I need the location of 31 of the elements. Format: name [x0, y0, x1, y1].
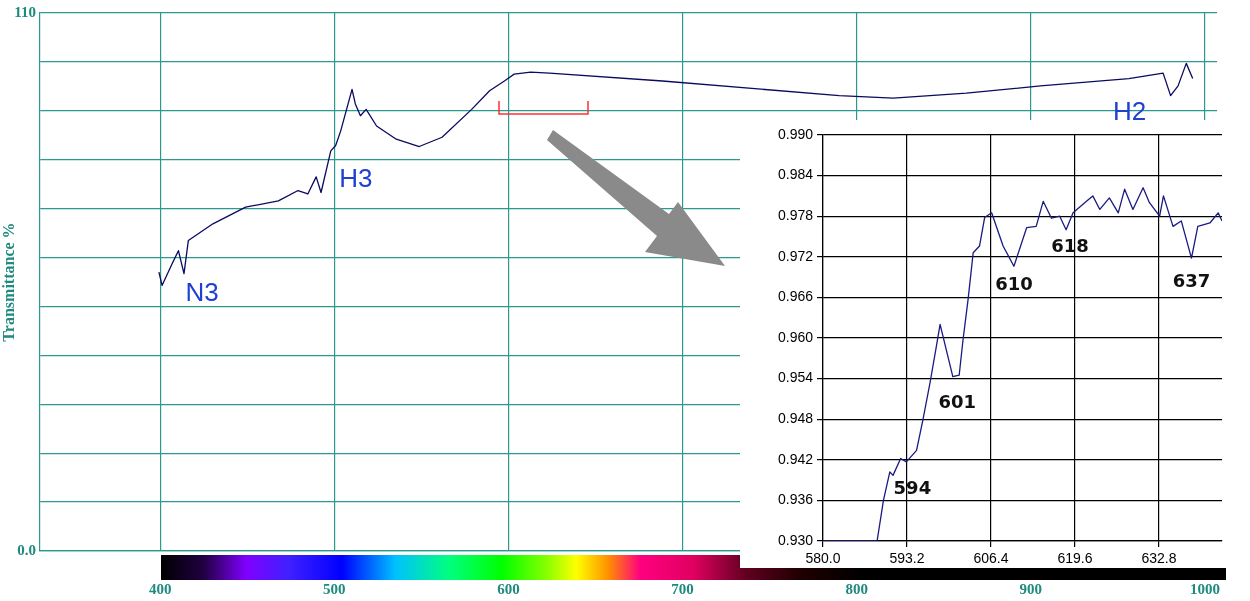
- x-tick-label: 500: [323, 580, 346, 597]
- annotation: 601: [938, 390, 976, 412]
- y-tick-label: 0.978: [777, 207, 814, 224]
- y-tick-label: 0.972: [777, 247, 814, 264]
- x-tick-label: 900: [1019, 580, 1043, 597]
- y-tick-label: 0.954: [777, 369, 814, 386]
- annotation: 637: [1172, 269, 1211, 291]
- x-tick-label: 600: [497, 580, 520, 597]
- x-tick-label: 1000: [1189, 580, 1220, 597]
- x-tick-label: 632.8: [1141, 550, 1177, 567]
- y-tick-label: 0.948: [777, 410, 814, 427]
- x-tick-label: 400: [148, 580, 172, 597]
- annotation: N3: [185, 276, 219, 307]
- y-tick-label: 0.960: [777, 328, 814, 345]
- annotation: 610: [995, 272, 1033, 294]
- x-tick-label: 800: [845, 580, 868, 597]
- x-tick-label: 606.4: [973, 550, 1009, 567]
- y-tick-label: 110: [14, 3, 36, 20]
- x-tick-label: 700: [671, 580, 694, 597]
- y-tick-label: 0.942: [777, 450, 814, 467]
- y-tick-label: 0.930: [777, 531, 814, 548]
- y-tick-label: 0.990: [777, 125, 814, 142]
- y-tick-label: 0.0: [17, 541, 36, 558]
- y-axis-title: Transmittance %: [0, 222, 17, 342]
- x-tick-label: 580.0: [805, 550, 841, 567]
- y-tick-label: 0.966: [777, 288, 814, 305]
- y-tick-label: 0.984: [777, 166, 814, 183]
- annotation: H3: [339, 163, 373, 194]
- x-tick-label: 619.6: [1057, 550, 1093, 567]
- y-tick-label: 0.936: [777, 491, 814, 508]
- x-tick-label: 593.2: [889, 550, 925, 567]
